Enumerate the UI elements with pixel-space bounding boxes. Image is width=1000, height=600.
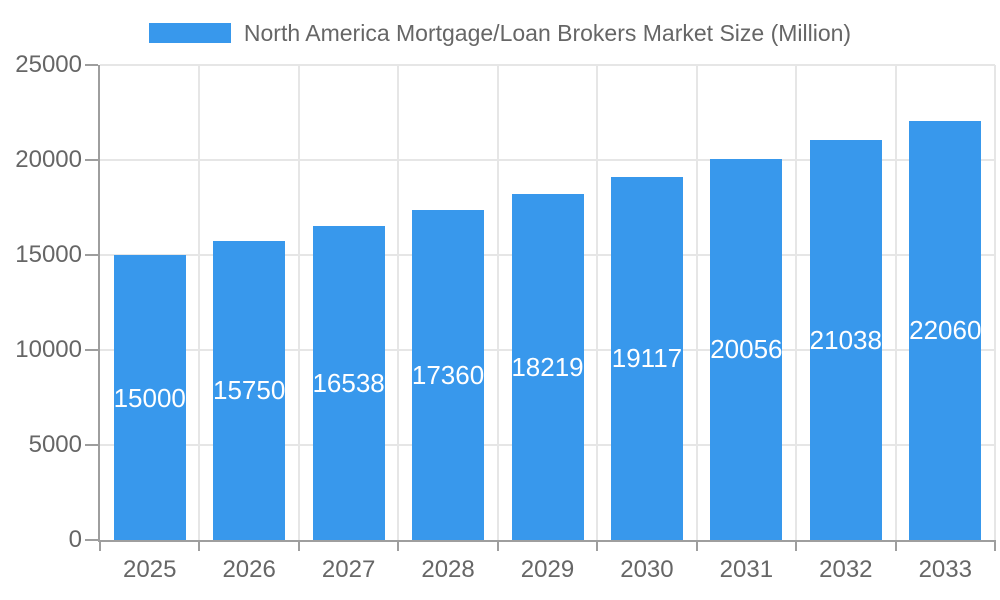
legend-swatch: [148, 23, 231, 43]
y-tick: [85, 444, 98, 446]
y-tick-label: 10000: [15, 336, 82, 363]
x-tick-label: 2030: [620, 556, 674, 583]
gridline-vertical: [695, 65, 698, 540]
x-tick-label: 2029: [520, 556, 575, 583]
bar[interactable]: 20056: [710, 158, 783, 540]
bar-value-label: 21038: [809, 325, 882, 356]
gridline-vertical: [795, 65, 798, 540]
gridline-vertical: [297, 65, 300, 540]
x-tick: [496, 540, 499, 551]
x-tick: [795, 540, 798, 551]
bar[interactable]: 18219: [511, 193, 584, 540]
bar-value-label: 19117: [611, 343, 683, 374]
bar-value-label: 16538: [312, 367, 385, 398]
x-tick-label: 2025: [123, 556, 177, 583]
bar-value-label: 15000: [113, 382, 186, 413]
bar[interactable]: 16538: [312, 225, 385, 540]
gridline-vertical: [894, 65, 897, 540]
legend-label: North America Mortgage/Loan Brokers Mark…: [243, 20, 852, 46]
y-tick-label: 5000: [28, 431, 82, 458]
x-tick-label: 2032: [819, 556, 873, 583]
x-tick: [894, 540, 897, 551]
gridline-vertical: [596, 65, 599, 540]
gridline-vertical: [397, 65, 400, 540]
bar[interactable]: 21038: [810, 140, 882, 540]
bar-value-label: 22060: [909, 315, 982, 346]
x-tick: [397, 540, 400, 551]
x-tick: [596, 540, 599, 551]
x-tick: [994, 540, 996, 551]
x-tick: [695, 540, 698, 551]
bar[interactable]: 15750: [213, 240, 286, 540]
x-tick-label: 2033: [918, 556, 972, 583]
bar[interactable]: 15000: [114, 255, 186, 540]
gridline-vertical: [496, 65, 499, 540]
x-tick-label: 2027: [321, 556, 376, 583]
x-tick-label: 2028: [421, 556, 475, 583]
bar[interactable]: 17360: [412, 210, 484, 540]
y-tick: [85, 539, 98, 541]
y-tick-label: 20000: [15, 146, 82, 173]
gridline-vertical: [994, 65, 996, 540]
bar-value-label: 17360: [411, 360, 485, 391]
bar-value-label: 20056: [710, 334, 783, 365]
x-tick-label: 2026: [222, 556, 276, 583]
bar[interactable]: 22060: [909, 120, 982, 540]
bar-value-label: 15750: [213, 375, 286, 406]
x-tick: [198, 540, 201, 551]
bar-value-label: 18219: [511, 351, 584, 382]
y-axis-line: [98, 65, 100, 540]
gridline-vertical: [198, 65, 201, 540]
x-tick: [297, 540, 300, 551]
y-tick: [85, 64, 98, 66]
y-tick: [85, 254, 98, 256]
gridline-horizontal: [100, 64, 995, 66]
y-tick-label: 25000: [15, 51, 82, 78]
y-tick-label: 15000: [15, 241, 82, 268]
x-axis-line: [98, 540, 995, 542]
y-tick: [85, 349, 98, 351]
bar[interactable]: 19117: [610, 176, 683, 540]
y-tick-label: 0: [68, 526, 82, 553]
x-tick-label: 2031: [719, 556, 774, 583]
gridline-horizontal: [100, 159, 995, 161]
plot-area: 0 5000 10000 15000 20000 25000 15000 2025 15750 2…: [15, 51, 996, 583]
x-tick: [99, 540, 101, 551]
y-tick: [85, 159, 98, 161]
chart-legend[interactable]: North America Mortgage/Loan Brokers Mark…: [0, 20, 1000, 46]
